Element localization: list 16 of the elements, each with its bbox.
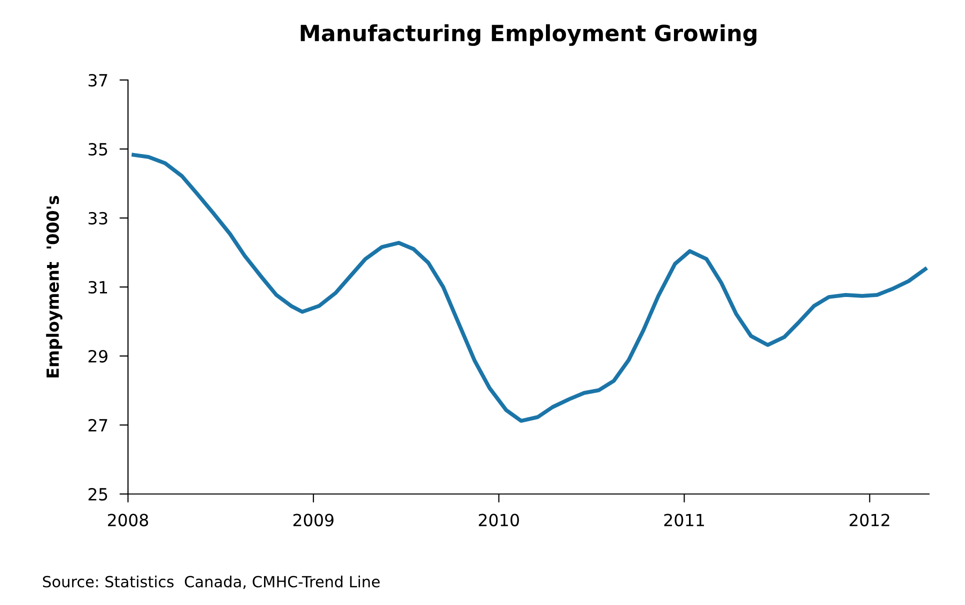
y-tick-label: 31 — [88, 280, 108, 294]
x-tick-label: 2010 — [478, 514, 519, 526]
x-tick-label: 2009 — [293, 514, 334, 526]
x-tick-label: 2008 — [108, 514, 148, 526]
y-tick-label: 37 — [88, 74, 108, 87]
source-note: Source: Statistics Canada, CMHC-Trend Line — [43, 576, 380, 589]
y-tick-label: 35 — [88, 142, 108, 156]
y-tick-label: 29 — [88, 350, 108, 363]
y-tick-label: 25 — [88, 488, 108, 501]
x-tick-label: 2012 — [850, 514, 890, 526]
y-tick-label: 27 — [88, 418, 108, 432]
line-series — [132, 152, 928, 423]
x-tick-label: 2011 — [664, 514, 704, 526]
y-tick-label: 33 — [88, 212, 108, 225]
y-axis-title: Employment '000's — [46, 196, 62, 378]
chart-title: Manufacturing Employment Growing — [300, 24, 756, 46]
